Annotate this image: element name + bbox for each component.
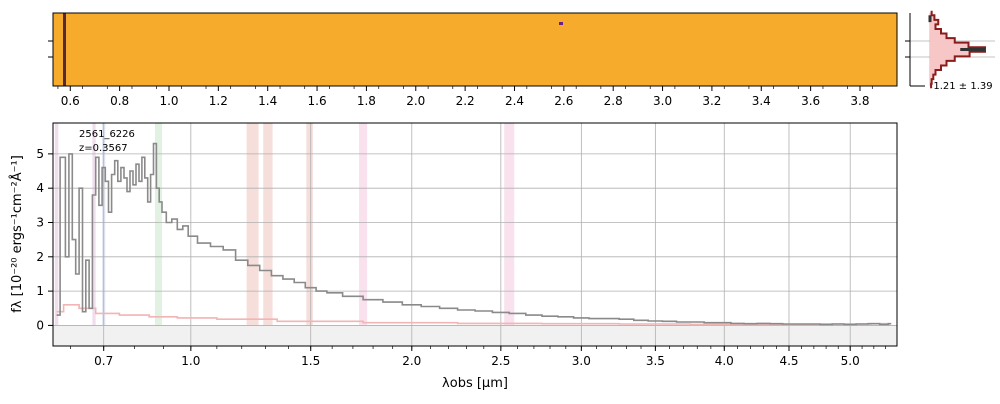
- heatmap-edge-column: [63, 13, 66, 86]
- panel-2d-x-tick-label: 3.4: [752, 94, 771, 108]
- panel-2d-x-ticks: 0.6 0.8 1.0 1.2 1.4 1.6 1.8 2.0 2.2 2.4 2.6 2.8 3.0 3…: [57, 86, 873, 108]
- panel-2d-x-tick-label: 0.8: [110, 94, 129, 108]
- line-band: [504, 123, 515, 346]
- y-axis-ticks: 0 1 2 3 4 5: [36, 147, 53, 332]
- line-band: [359, 123, 368, 346]
- x-tick-label: 5.0: [841, 354, 860, 368]
- x-tick-label: 3.5: [646, 354, 665, 368]
- line-band: [54, 123, 59, 346]
- panel-2d-x-tick-label: 2.8: [604, 94, 623, 108]
- panel-2d-x-tick-label: 1.8: [357, 94, 376, 108]
- x-tick-label: 2.0: [402, 354, 421, 368]
- grid: [53, 123, 897, 346]
- x-tick-label: 1.5: [301, 354, 320, 368]
- profile-marks: [910, 10, 995, 89]
- profile-annotation: 1.21 ± 1.39: [933, 81, 992, 92]
- panel-2d-spectrum: 0.6 0.8 1.0 1.2 1.4 1.6 1.8 2.0 2.2 2.4 2.6 2.8 3.0 3…: [48, 12, 898, 108]
- panel-2d-x-tick-label: 2.6: [554, 94, 573, 108]
- panel-2d-x-tick-label: 1.2: [209, 94, 228, 108]
- panel-2d-x-tick-label: 2.0: [406, 94, 425, 108]
- panel-2d-x-tick-label: 3.0: [653, 94, 672, 108]
- x-tick-label: 3.0: [572, 354, 591, 368]
- panel-2d-x-tick-label: 1.6: [308, 94, 327, 108]
- x-axis-ticks: 0.7 1.0 1.5 2.0 2.5 3.0 3.5 4.0 4.5 5.0: [70, 346, 886, 368]
- heatmap-background: [53, 13, 897, 86]
- y-tick-label: 2: [36, 250, 44, 264]
- redshift-label: z=0.3567: [79, 143, 128, 154]
- panel-2d-x-tick-label: 1.0: [159, 94, 178, 108]
- series-lines: [56, 142, 892, 326]
- panel-2d-x-tick-label: 3.6: [801, 94, 820, 108]
- panel-2d-x-tick-label: 3.2: [702, 94, 721, 108]
- line-band: [306, 123, 313, 346]
- line-band: [92, 123, 96, 346]
- panel-2d-x-tick-label: 2.4: [505, 94, 524, 108]
- panel-2d-x-tick-label: 3.8: [850, 94, 869, 108]
- profile-fill: [930, 10, 985, 89]
- panel-profile: 1.21 ± 1.39: [905, 10, 995, 92]
- x-tick-label: 4.0: [715, 354, 734, 368]
- below-zero-shade: [53, 325, 897, 346]
- object-id-label: 2561_6226: [79, 129, 135, 140]
- panel-2d-x-tick-label: 2.2: [456, 94, 475, 108]
- y-tick-label: 5: [36, 147, 44, 161]
- panel-1d-spectrum: 0.7 1.0 1.5 2.0 2.5 3.0 3.5 4.0 4.5 5.0 0 1 2 3 4 5 25…: [9, 122, 898, 391]
- y-tick-label: 0: [36, 318, 44, 332]
- heatmap-hot-pixel: [559, 22, 563, 25]
- y-axis-label: fλ [10⁻²⁰ ergs⁻¹cm⁻²Å⁻¹]: [9, 155, 25, 313]
- line-band: [263, 123, 273, 346]
- x-tick-label: 1.0: [181, 354, 200, 368]
- y-tick-label: 3: [36, 215, 44, 229]
- x-tick-label: 2.5: [491, 354, 510, 368]
- line-bands: [54, 123, 515, 346]
- flux-spectrum-line: [56, 142, 892, 326]
- panel-2d-frame: [52, 12, 898, 87]
- y-tick-label: 1: [36, 284, 44, 298]
- x-tick-label: 4.5: [779, 354, 798, 368]
- panel-1d-frame: [52, 122, 898, 347]
- line-band: [154, 123, 163, 346]
- panel-2d-x-tick-label: 0.6: [61, 94, 80, 108]
- y-tick-label: 4: [36, 181, 44, 195]
- panel-2d-x-tick-label: 1.4: [258, 94, 277, 108]
- line-band: [246, 123, 259, 346]
- heatmap-cells: [53, 13, 897, 86]
- x-axis-label: λobs [μm]: [442, 376, 508, 391]
- x-tick-label: 0.7: [94, 354, 113, 368]
- error-spectrum-line: [56, 304, 892, 326]
